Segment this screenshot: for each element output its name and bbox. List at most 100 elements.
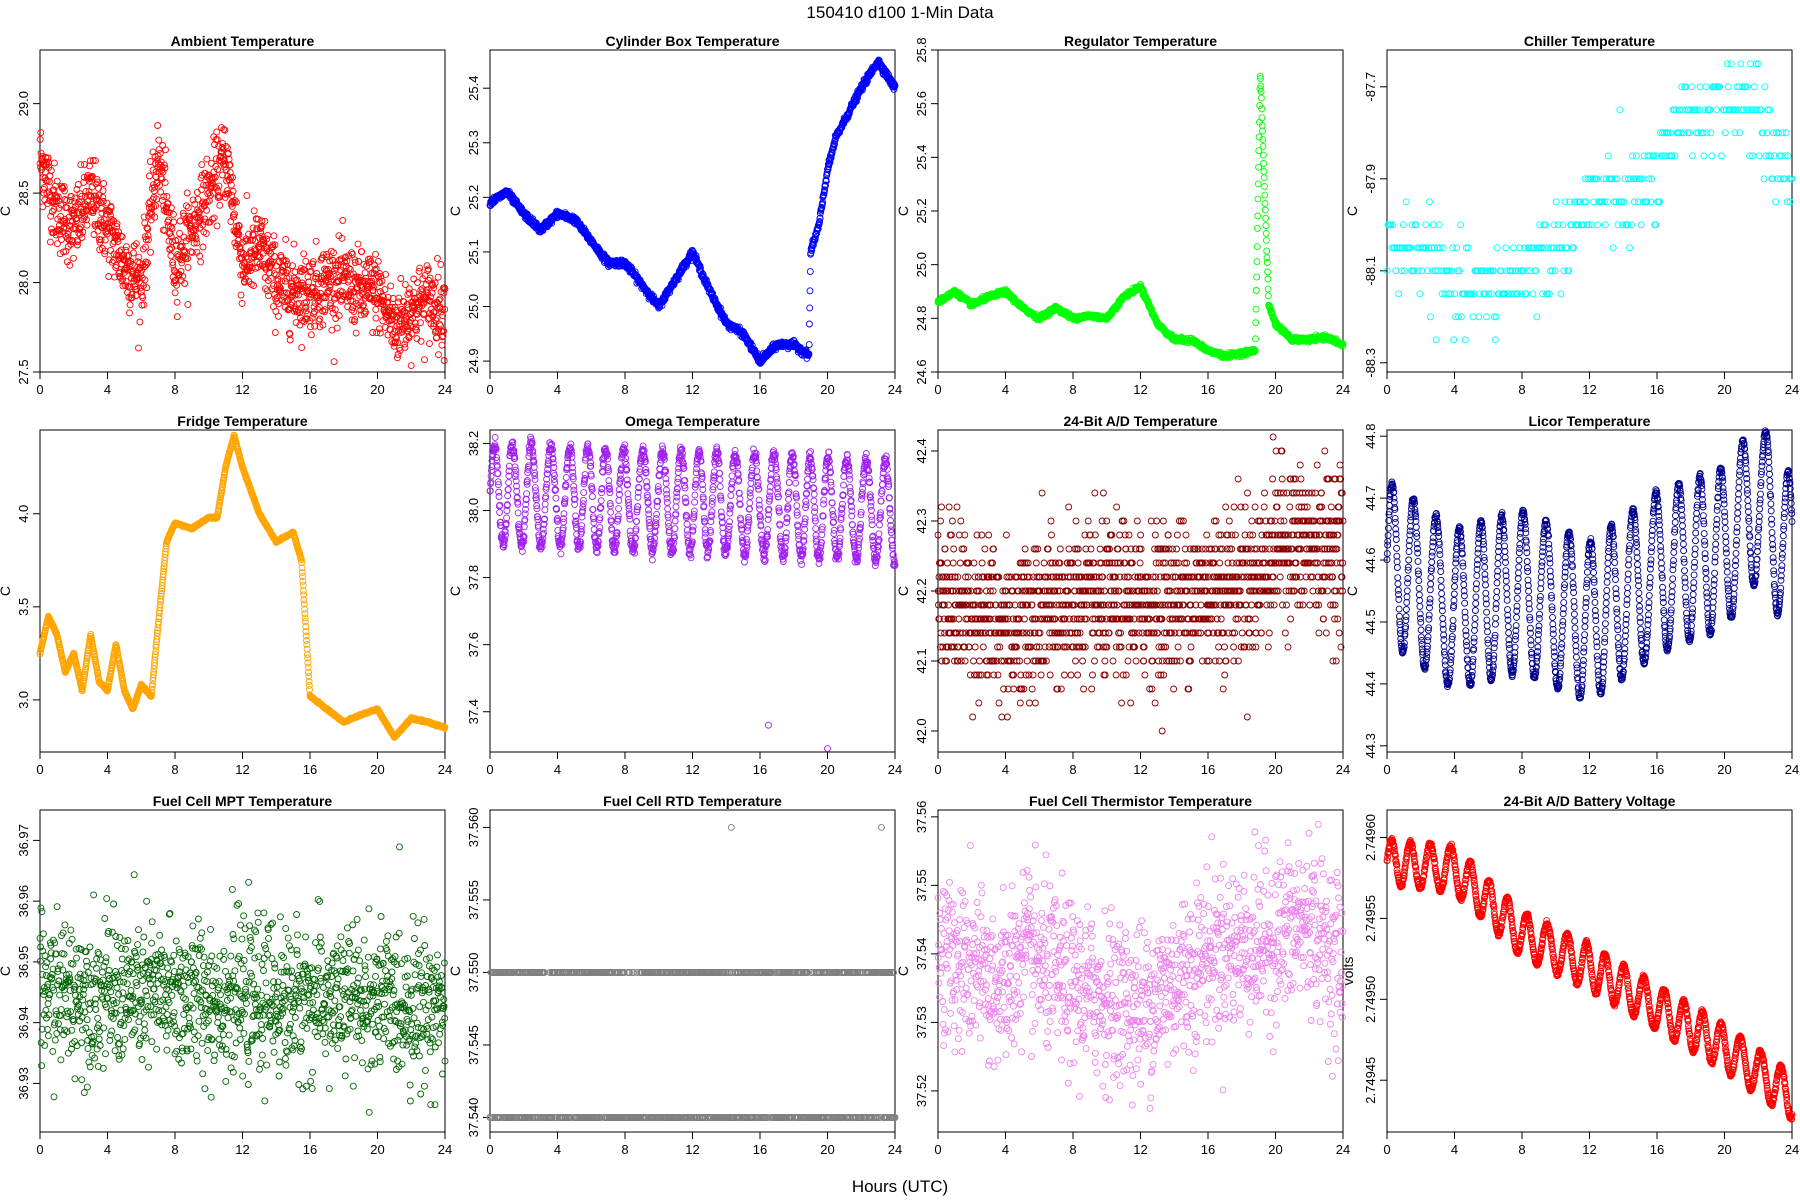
y-tick-label: 25.4 — [914, 145, 929, 170]
y-tick-label: 27.5 — [16, 359, 31, 384]
x-tick-label: 20 — [370, 382, 384, 397]
data-point — [251, 208, 257, 214]
x-tick-label: 12 — [1133, 382, 1147, 397]
data-point — [84, 222, 90, 228]
x-tick-label: 8 — [1069, 382, 1076, 397]
data-point — [38, 130, 44, 136]
data-point — [89, 184, 95, 190]
data-point — [211, 215, 217, 221]
y-tick-label: 25.0 — [914, 252, 929, 277]
data-point — [1261, 169, 1267, 175]
data-point — [807, 288, 813, 294]
x-tick-label: 8 — [621, 382, 628, 397]
data-point — [47, 239, 53, 245]
data-point — [1260, 128, 1266, 134]
data-point — [308, 332, 314, 338]
data-point — [1261, 175, 1267, 181]
x-tick-label: 4 — [104, 382, 111, 397]
data-point — [301, 251, 307, 257]
data-point — [359, 249, 365, 255]
plot-frame — [490, 50, 895, 372]
figure-title: 150410 d100 1-Min Data — [806, 3, 994, 22]
data-point — [1262, 207, 1268, 213]
x-tick-label: 16 — [1201, 382, 1215, 397]
data-point — [184, 190, 190, 196]
data-point — [353, 330, 359, 336]
y-tick-label: 28.5 — [16, 180, 31, 205]
y-tick-label: 25.0 — [466, 294, 481, 319]
data-point — [108, 247, 114, 253]
data-point — [169, 245, 175, 251]
data-point — [174, 314, 180, 320]
data-point — [172, 290, 178, 296]
data-point — [239, 300, 245, 306]
data-point — [214, 129, 220, 135]
data-point — [283, 236, 289, 242]
y-tick-label: 24.6 — [914, 359, 929, 384]
data-point — [1263, 237, 1269, 243]
data-points — [37, 123, 448, 369]
x-tick-label: 4 — [554, 382, 561, 397]
data-point — [199, 162, 205, 168]
x-tick-label: 16 — [753, 382, 767, 397]
data-point — [1254, 225, 1260, 231]
data-point — [1254, 244, 1260, 250]
data-point — [1254, 259, 1260, 265]
data-point — [272, 330, 278, 336]
y-tick-label: 25.4 — [466, 76, 481, 101]
data-point — [168, 253, 174, 259]
data-point — [208, 160, 214, 166]
data-point — [42, 184, 48, 190]
data-point — [1262, 183, 1268, 189]
data-point — [160, 143, 166, 149]
data-point — [334, 325, 340, 331]
data-points — [935, 73, 1346, 361]
data-point — [1253, 320, 1259, 326]
data-point — [418, 287, 424, 293]
data-point — [807, 269, 813, 275]
data-point — [54, 178, 60, 184]
data-point — [317, 316, 323, 322]
data-point — [439, 342, 445, 348]
data-point — [331, 359, 337, 365]
x-tick-label: 20 — [1268, 382, 1282, 397]
y-axis-label: C — [0, 206, 13, 216]
data-point — [375, 258, 381, 264]
data-point — [1265, 269, 1271, 275]
data-point — [1265, 293, 1271, 299]
x-tick-label: 12 — [235, 382, 249, 397]
x-tick-label: 16 — [303, 382, 317, 397]
data-point — [155, 123, 161, 129]
data-point — [1265, 286, 1271, 292]
x-tick-label: 24 — [1336, 382, 1350, 397]
data-point — [228, 219, 234, 225]
data-point — [340, 217, 346, 223]
data-point — [51, 160, 57, 166]
data-point — [1255, 196, 1261, 202]
y-axis-label: C — [895, 206, 911, 216]
data-point — [411, 276, 417, 282]
data-point — [91, 232, 97, 238]
y-tick-label: 24.8 — [914, 306, 929, 331]
data-point — [1261, 161, 1267, 167]
x-tick-label: 12 — [685, 382, 699, 397]
data-point — [373, 251, 379, 257]
data-point — [427, 341, 433, 347]
data-point — [171, 219, 177, 225]
y-tick-label: 25.1 — [466, 239, 481, 264]
data-point — [102, 237, 108, 243]
data-point — [214, 223, 220, 229]
y-tick-label: 25.8 — [914, 37, 929, 62]
data-point — [1255, 213, 1261, 219]
y-tick-label: 25.3 — [466, 130, 481, 155]
data-point — [136, 345, 142, 351]
data-point — [299, 345, 305, 351]
x-tick-label: 24 — [438, 382, 452, 397]
data-point — [1260, 152, 1266, 158]
x-tick-label: 20 — [820, 382, 834, 397]
data-point — [71, 255, 77, 261]
data-point — [1260, 143, 1266, 149]
